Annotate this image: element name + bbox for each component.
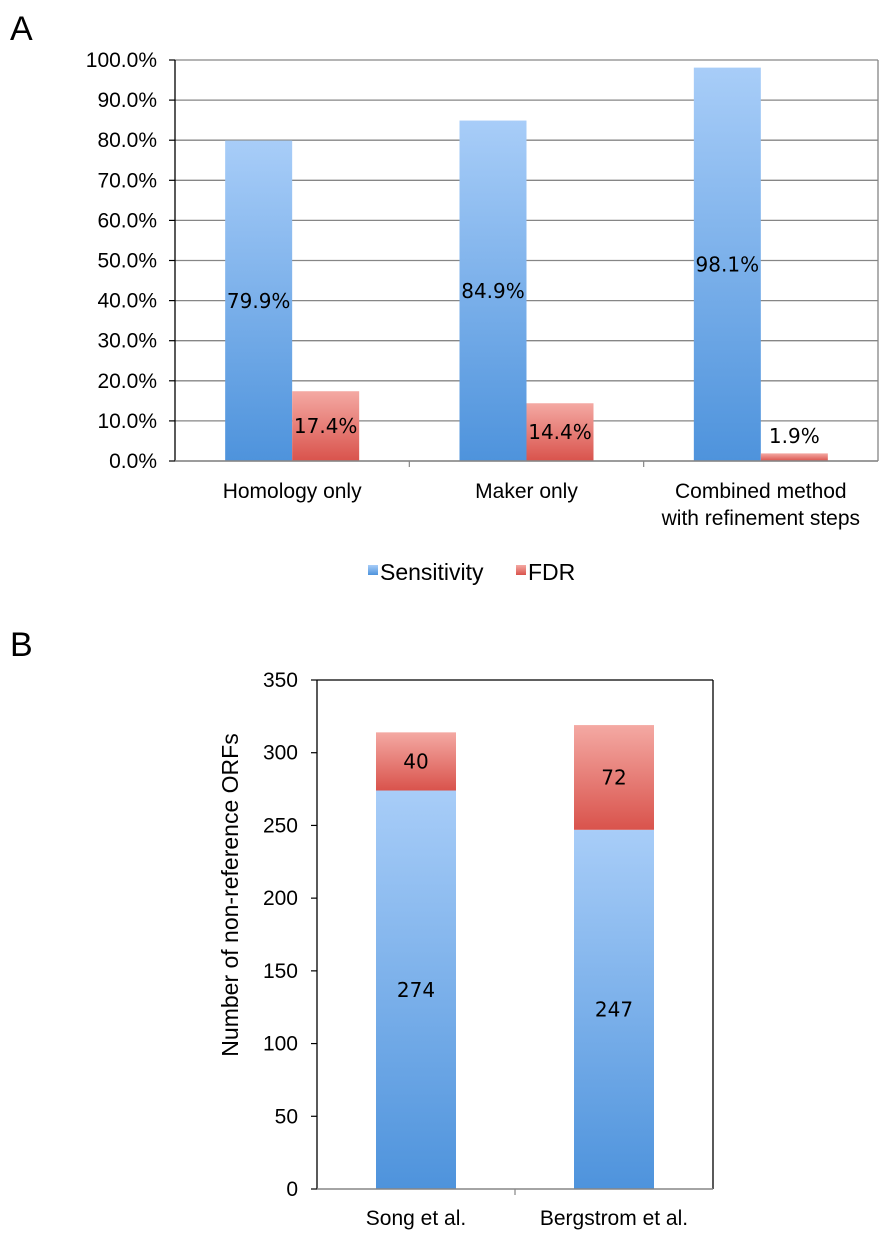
panel-a-bar-fdr — [292, 391, 360, 461]
panel-a-data-label-fdr: 1.9% — [769, 424, 820, 448]
panel-b-y-tick-label: 350 — [263, 669, 298, 692]
panel-b-y-tick-label: 300 — [263, 742, 298, 765]
panel-a-bar-sensitivity — [225, 140, 293, 461]
panel-a-x-category-label: Homology only — [223, 480, 362, 503]
panel-b-y-tick-label: 100 — [263, 1033, 298, 1056]
panel-a-bar-sensitivity — [693, 67, 761, 461]
panel-a-y-tick-label: 80.0% — [97, 129, 157, 152]
panel-a-axes — [169, 59, 879, 467]
panel-a-data-label-fdr: 17.4% — [294, 414, 358, 438]
panel-b-data-labels: 274 40 247 72 — [397, 749, 633, 1021]
panel-a-y-tick-label: 100.0% — [86, 49, 157, 72]
panel-a-x-category-label: with refinement steps — [661, 507, 860, 530]
panel-a-x-category-label: Combined method — [675, 480, 847, 503]
panel-a-legend-label-fdr: FDR — [528, 559, 575, 585]
panel-a-data-label-sensitivity: 79.9% — [227, 289, 291, 313]
panel-a-bar-fdr — [760, 453, 828, 461]
panel-b-y-tick-label: 50 — [275, 1105, 298, 1128]
panel-a-data-label-fdr: 14.4% — [528, 420, 592, 444]
panel-a-y-tick-label: 20.0% — [97, 370, 157, 393]
panel-b-y-axis-label: Number of non-reference ORFs — [217, 733, 243, 1056]
panel-a-data-label-sensitivity: 98.1% — [696, 252, 760, 276]
panel-a-letter: A — [10, 10, 33, 48]
panel-a-bar-fdr — [526, 403, 594, 461]
panel-b-y-ticks: 0 50 100 150 200 250 300 350 — [263, 669, 298, 1201]
panel-a-legend-label-sensitivity: Sensitivity — [380, 559, 484, 585]
panel-b-letter: B — [10, 626, 33, 664]
panel-a-legend-swatch-sensitivity — [368, 565, 378, 575]
panel-a-y-tick-label: 50.0% — [97, 250, 157, 273]
panel-b-x-category-label: Bergstrom et al. — [540, 1207, 688, 1230]
panel-a-y-tick-label: 0.0% — [109, 450, 157, 473]
panel-a-legend-swatch-fdr — [516, 565, 526, 575]
panel-b-bar-upper-segment — [376, 732, 456, 791]
panel-b-data-label-lower-segment: 274 — [397, 978, 435, 1002]
panel-b-y-tick-label: 200 — [263, 887, 298, 910]
panel-b-bar-upper-segment — [574, 725, 654, 830]
panel-b-x-categories: Song et al. Bergstrom et al. — [366, 1207, 688, 1230]
panel-a-y-tick-label: 10.0% — [97, 410, 157, 433]
panel-a-legend: Sensitivity FDR — [368, 559, 575, 585]
panel-a-data-labels: 79.9% 17.4% 84.9% 14.4% 98.1% 1.9% — [227, 252, 820, 448]
panel-b-bars — [376, 725, 654, 1189]
panel-a-x-category-label: Maker only — [475, 480, 578, 503]
panel-a-y-tick-label: 40.0% — [97, 290, 157, 313]
panel-a-data-label-sensitivity: 84.9% — [461, 279, 525, 303]
panel-a-y-ticks: 0.0% 10.0% 20.0% 30.0% 40.0% 50.0% 60.0% 70.0% 8… — [86, 49, 157, 473]
panel-b-y-tick-label: 150 — [263, 960, 298, 983]
panel-b-bar-lower-segment — [574, 829, 654, 1189]
panel-a-y-tick-label: 30.0% — [97, 330, 157, 353]
panel-b-data-label-upper-segment: 72 — [601, 765, 626, 789]
panel-a-x-categories: Homology only Maker only Combined method wi… — [223, 480, 860, 530]
panel-a-bars — [225, 67, 828, 462]
panel-b-x-category-label: Song et al. — [366, 1207, 466, 1230]
panel-b-data-label-upper-segment: 40 — [403, 749, 428, 773]
panel-a-y-tick-label: 90.0% — [97, 89, 157, 112]
panel-b-y-tick-label: 0 — [286, 1178, 298, 1201]
panel-a-bar-sensitivity — [459, 120, 527, 462]
panel-a-y-tick-label: 60.0% — [97, 209, 157, 232]
panel-b-y-tick-label: 250 — [263, 814, 298, 837]
panel-b-axes — [311, 679, 714, 1195]
panel-b-bar-lower-segment — [376, 790, 456, 1189]
panel-a-y-tick-label: 70.0% — [97, 169, 157, 192]
panel-b-data-label-lower-segment: 247 — [595, 997, 633, 1021]
